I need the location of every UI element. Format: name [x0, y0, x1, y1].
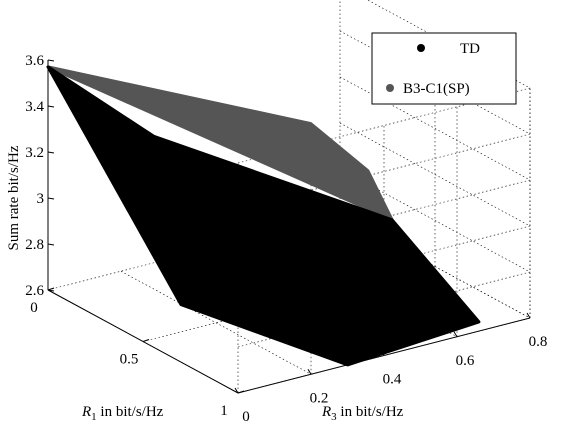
- legend: TD B3-C1(SP): [372, 33, 516, 104]
- legend-marker-b3c1: [386, 84, 394, 92]
- z-tick: [48, 60, 54, 61]
- y-tick: [454, 332, 457, 337]
- legend-label-b3c1: B3-C1(SP): [403, 81, 470, 97]
- td-region: [48, 67, 479, 365]
- z-tick-label: 3.2: [25, 145, 44, 161]
- y-tick: [527, 313, 530, 318]
- z-tick: [48, 152, 54, 153]
- z-tick: [48, 198, 54, 199]
- legend-marker-td: [417, 44, 425, 52]
- x-tick-label: 1: [220, 403, 228, 419]
- y-tick-label: 0.8: [529, 334, 548, 350]
- x-tick: [143, 340, 149, 342]
- z-tick-label: 3.4: [25, 99, 44, 115]
- y-tick-label: 0.4: [383, 372, 402, 388]
- z-tick: [48, 244, 54, 245]
- x-tick: [48, 288, 54, 290]
- y-tick: [308, 369, 311, 374]
- z-tick: [48, 106, 54, 107]
- x-tick-labels: 00.51: [30, 300, 228, 419]
- z-tick-label: 2.8: [25, 237, 44, 253]
- z-tick-label: 3: [37, 191, 45, 207]
- x-tick-label: 0.5: [120, 352, 139, 368]
- legend-label-td: TD: [460, 41, 480, 57]
- data-regions: [48, 67, 479, 365]
- y-tick-label: 0.6: [456, 353, 475, 369]
- y-tick-label: 0: [242, 409, 250, 425]
- x-tick-label: 0: [30, 300, 38, 316]
- z-tick-label: 2.6: [25, 283, 44, 299]
- y-axis-label: R3 in bit/s/Hz: [321, 404, 404, 423]
- z-axis-label: Sum rate bit/s/Hz: [6, 145, 22, 250]
- z-tick-label: 3.6: [25, 53, 44, 69]
- x-axis-label: R1 in bit/s/Hz: [81, 404, 164, 423]
- z-tick-labels: 2.6 2.8 3 3.2 3.4 3.6: [25, 53, 44, 299]
